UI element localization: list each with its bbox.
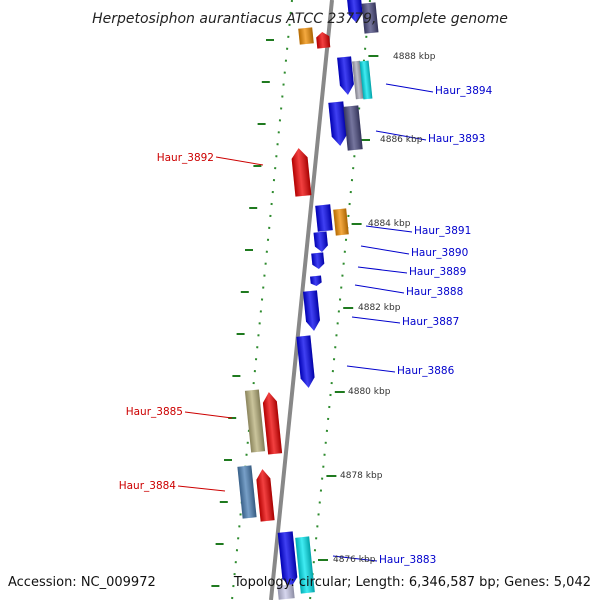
ring-guides — [231, 0, 371, 600]
kbp-marker: 4876 kbp — [333, 555, 376, 565]
gene-shading — [310, 275, 322, 286]
gene-label-reverse[interactable]: Haur_3892 — [157, 152, 214, 164]
gene-arrow — [296, 335, 315, 388]
label-connector — [184, 411, 233, 419]
gene-shading — [313, 231, 328, 252]
gene-arrow — [256, 469, 275, 522]
label-connector — [351, 316, 401, 324]
gene-shading — [296, 335, 315, 388]
gene-arrow — [359, 60, 373, 100]
gene-arrow — [343, 105, 363, 151]
gene-arrow — [237, 465, 257, 519]
label-connector — [354, 284, 405, 294]
gene-label-forward[interactable]: Haur_3890 — [411, 247, 468, 259]
gene-label-reverse[interactable]: Haur_3884 — [119, 480, 177, 492]
gene-label-reverse[interactable]: Haur_3885 — [126, 406, 183, 418]
gene-shading — [244, 389, 266, 453]
gene-shading — [346, 0, 363, 23]
gene-arrow — [310, 275, 322, 286]
gene-arrow — [328, 101, 347, 146]
gene-arrow — [295, 536, 315, 594]
accession-text: Accession: NC_009972 — [8, 575, 156, 590]
gene-shading — [291, 148, 312, 197]
kbp-marker: 4888 kbp — [393, 52, 436, 62]
label-connector — [332, 555, 378, 562]
label-connector — [215, 156, 264, 166]
label-connector — [375, 130, 427, 141]
genome-backbone — [269, 0, 334, 600]
gene-arrow — [277, 531, 298, 588]
kbp-marker: 4878 kbp — [340, 471, 383, 481]
gene-shading — [333, 208, 349, 236]
label-connector — [385, 83, 434, 93]
gene-label-forward[interactable]: Haur_3888 — [406, 286, 463, 298]
gene-shading — [311, 252, 325, 269]
gene-shading — [315, 204, 333, 232]
gene-shading — [328, 101, 347, 146]
kbp-markers: 4888 kbp 4886 kbp 4884 kbp 4882 kbp 4880… — [333, 52, 436, 565]
genome-summary-text: Topology: circular; Length: 6,346,587 bp… — [233, 575, 591, 590]
gene-shading — [262, 392, 283, 455]
gene-arrow — [333, 208, 349, 236]
genes — [237, 0, 379, 600]
gene-label-forward[interactable]: Haur_3889 — [409, 266, 466, 278]
gene-arrow — [277, 584, 295, 600]
kbp-marker: 4882 kbp — [358, 303, 401, 313]
gene-label-forward[interactable]: Haur_3893 — [428, 133, 485, 145]
gene-shading — [316, 32, 331, 49]
gene-arrow — [244, 389, 266, 453]
gene-label-forward[interactable]: Haur_3886 — [397, 365, 455, 377]
gene-shading — [361, 2, 379, 34]
label-connector — [346, 365, 396, 373]
page-title: Herpetosiphon aurantiacus ATCC 23779, co… — [92, 11, 508, 27]
gene-shading — [277, 531, 298, 588]
gene-shading — [343, 105, 363, 151]
label-connector — [360, 245, 410, 255]
gene-shading — [337, 56, 354, 95]
gene-arrow — [291, 148, 312, 197]
gene-labels: Haur_3894 Haur_3893 Haur_3891 Haur_3890 … — [119, 85, 493, 566]
kbp-marker: 4880 kbp — [348, 387, 391, 397]
kbp-marker: 4884 kbp — [368, 219, 411, 229]
gene-label-forward[interactable]: Haur_3894 — [435, 85, 493, 97]
gene-arrow — [313, 231, 328, 252]
gene-arrow — [316, 32, 331, 49]
label-connector — [177, 485, 226, 492]
gene-arrow — [298, 27, 314, 45]
gene-shading — [277, 584, 295, 600]
label-connector — [357, 266, 408, 274]
gene-shading — [303, 290, 320, 331]
gene-shading — [256, 469, 275, 522]
gene-arrow — [262, 392, 283, 455]
gene-shading — [359, 60, 373, 100]
gene-shading — [298, 27, 314, 45]
label-connectors — [177, 83, 434, 562]
gene-shading — [237, 465, 257, 519]
gene-arrow — [315, 204, 333, 232]
tick-marks — [211, 39, 379, 587]
gene-arrow — [361, 2, 379, 34]
gene-arrow — [303, 290, 320, 331]
gene-arrow — [311, 252, 325, 269]
gene-label-forward[interactable]: Haur_3887 — [402, 316, 459, 328]
ring-guide — [309, 0, 371, 600]
gene-arrow — [337, 56, 354, 95]
label-connector — [365, 225, 413, 233]
gene-label-forward[interactable]: Haur_3891 — [414, 225, 471, 237]
gene-shading — [295, 536, 315, 594]
ring-guide — [231, 0, 293, 600]
kbp-marker: 4886 kbp — [380, 135, 423, 145]
gene-label-forward[interactable]: Haur_3883 — [379, 554, 436, 566]
gene-arrow — [346, 0, 363, 23]
